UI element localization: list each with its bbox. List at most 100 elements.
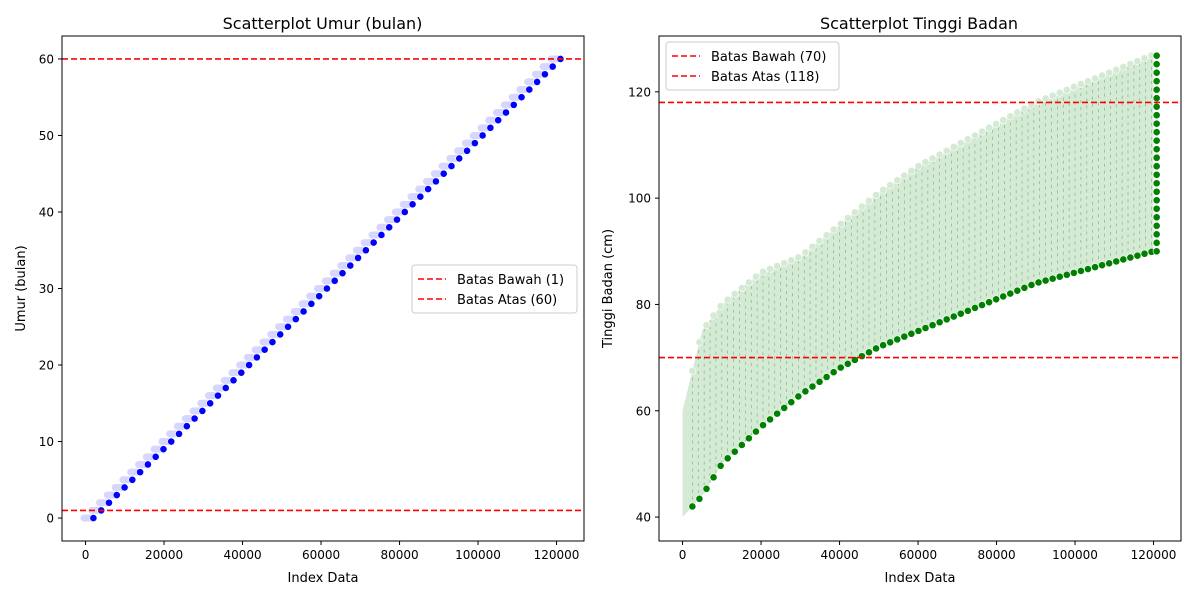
- y-tick-label: 60: [636, 404, 651, 418]
- data-point: [143, 460, 152, 469]
- data-point: [956, 139, 965, 147]
- data-point: [801, 248, 810, 257]
- data-point: [1152, 230, 1161, 239]
- data-point: [688, 502, 697, 511]
- data-point: [1091, 74, 1099, 83]
- x-tick-label: 60000: [899, 548, 937, 562]
- data-point: [1006, 112, 1015, 121]
- data-point: [1152, 179, 1161, 188]
- y-tick-label: 80: [636, 298, 651, 312]
- data-point: [829, 225, 838, 234]
- data-point: [159, 445, 168, 454]
- data-point: [1084, 265, 1092, 273]
- data-point: [766, 415, 774, 424]
- data-point: [151, 452, 160, 461]
- data-point: [1112, 65, 1121, 74]
- data-point: [921, 324, 930, 332]
- data-point: [999, 116, 1008, 124]
- data-point: [780, 403, 789, 412]
- data-point: [1055, 272, 1064, 281]
- data-point: [354, 253, 362, 262]
- data-point: [850, 208, 859, 217]
- data-point: [221, 384, 230, 392]
- data-point: [323, 284, 331, 293]
- data-point: [723, 454, 732, 463]
- x-tick-label: 0: [82, 548, 90, 562]
- data-point: [759, 267, 767, 276]
- data-point: [879, 341, 888, 350]
- data-point: [470, 139, 479, 148]
- data-point: [502, 108, 510, 117]
- data-point: [1013, 108, 1022, 117]
- chart-title: Scatterplot Tinggi Badan: [820, 14, 1018, 33]
- data-point: [1048, 274, 1057, 283]
- data-point: [702, 321, 711, 330]
- plot-area: [659, 51, 1181, 518]
- data-point: [1152, 136, 1161, 145]
- data-point: [361, 246, 370, 255]
- data-point: [744, 434, 753, 443]
- data-point: [836, 363, 845, 372]
- data-point: [963, 306, 972, 315]
- data-point: [1006, 289, 1015, 298]
- data-point: [252, 353, 261, 362]
- data-point: [182, 422, 191, 431]
- data-point: [206, 399, 215, 408]
- data-point: [935, 318, 944, 327]
- data-point: [971, 131, 979, 140]
- data-point: [893, 335, 902, 344]
- data-point: [1152, 119, 1161, 128]
- data-point: [1027, 281, 1036, 289]
- data-point: [447, 162, 456, 170]
- plot-area: [62, 55, 584, 522]
- data-point: [949, 142, 958, 151]
- legend-label-upper: Batas Atas (118): [711, 70, 819, 85]
- data-point: [307, 299, 316, 308]
- data-point: [963, 135, 972, 144]
- data-point: [486, 123, 495, 132]
- data-point: [815, 377, 824, 386]
- x-tick-label: 100000: [1052, 548, 1098, 562]
- data-point: [198, 407, 207, 415]
- data-point: [338, 269, 347, 278]
- y-tick-label: 0: [46, 512, 54, 526]
- data-point: [1152, 213, 1161, 222]
- data-point: [1055, 88, 1064, 97]
- data-point: [1133, 251, 1142, 260]
- data-point: [886, 181, 895, 190]
- data-point: [879, 185, 888, 194]
- data-point: [1077, 267, 1085, 275]
- data-point: [1152, 85, 1161, 94]
- data-point: [702, 484, 711, 493]
- data-point: [716, 302, 725, 310]
- data-point: [935, 150, 944, 159]
- data-point: [424, 185, 433, 193]
- y-tick-label: 30: [39, 282, 54, 296]
- data-point: [128, 475, 137, 484]
- data-point: [167, 437, 176, 446]
- data-point: [1152, 145, 1161, 154]
- data-point: [709, 473, 718, 482]
- data-point: [1152, 247, 1161, 256]
- y-tick-label: 120: [628, 85, 651, 99]
- data-point: [744, 278, 753, 287]
- data-point: [400, 208, 409, 216]
- data-point: [268, 338, 277, 346]
- data-point: [858, 202, 866, 211]
- data-point: [907, 329, 916, 338]
- data-point: [978, 301, 986, 309]
- data-point: [1152, 238, 1161, 247]
- data-point: [1152, 77, 1161, 86]
- y-axis-label: Umur (bulan): [14, 245, 29, 331]
- data-point: [1020, 104, 1029, 113]
- data-point: [865, 196, 873, 205]
- x-tick-label: 20000: [742, 548, 780, 562]
- data-point: [1062, 85, 1071, 94]
- data-point: [385, 223, 394, 232]
- data-point: [1112, 257, 1121, 266]
- data-point: [1152, 187, 1161, 196]
- data-point: [794, 253, 803, 262]
- x-tick-label: 120000: [534, 548, 580, 562]
- x-tick-label: 40000: [223, 548, 261, 562]
